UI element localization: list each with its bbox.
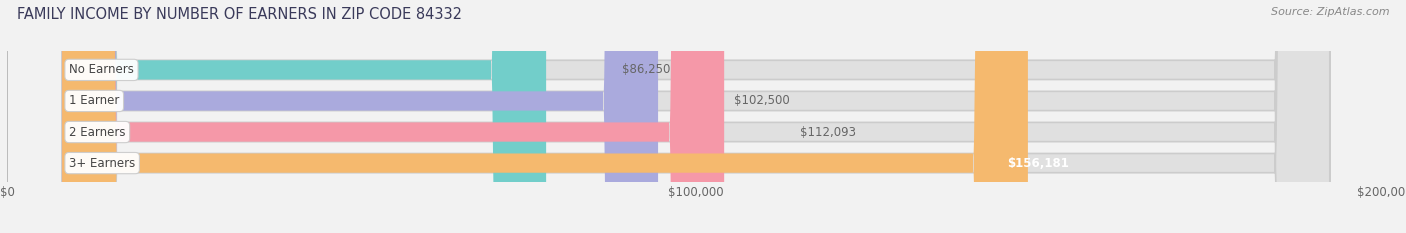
FancyBboxPatch shape — [62, 0, 658, 233]
Text: 3+ Earners: 3+ Earners — [69, 157, 135, 170]
Text: 1 Earner: 1 Earner — [69, 94, 120, 107]
Text: $102,500: $102,500 — [734, 94, 790, 107]
Text: No Earners: No Earners — [69, 63, 134, 76]
FancyBboxPatch shape — [62, 0, 1330, 233]
Text: FAMILY INCOME BY NUMBER OF EARNERS IN ZIP CODE 84332: FAMILY INCOME BY NUMBER OF EARNERS IN ZI… — [17, 7, 463, 22]
FancyBboxPatch shape — [62, 0, 1028, 233]
FancyBboxPatch shape — [62, 0, 546, 233]
Text: $86,250: $86,250 — [621, 63, 671, 76]
Text: $112,093: $112,093 — [800, 126, 856, 139]
FancyBboxPatch shape — [62, 0, 724, 233]
Text: Source: ZipAtlas.com: Source: ZipAtlas.com — [1271, 7, 1389, 17]
FancyBboxPatch shape — [62, 0, 1330, 233]
FancyBboxPatch shape — [62, 0, 1330, 233]
Text: 2 Earners: 2 Earners — [69, 126, 125, 139]
FancyBboxPatch shape — [62, 0, 1330, 233]
Text: $156,181: $156,181 — [1007, 157, 1069, 170]
